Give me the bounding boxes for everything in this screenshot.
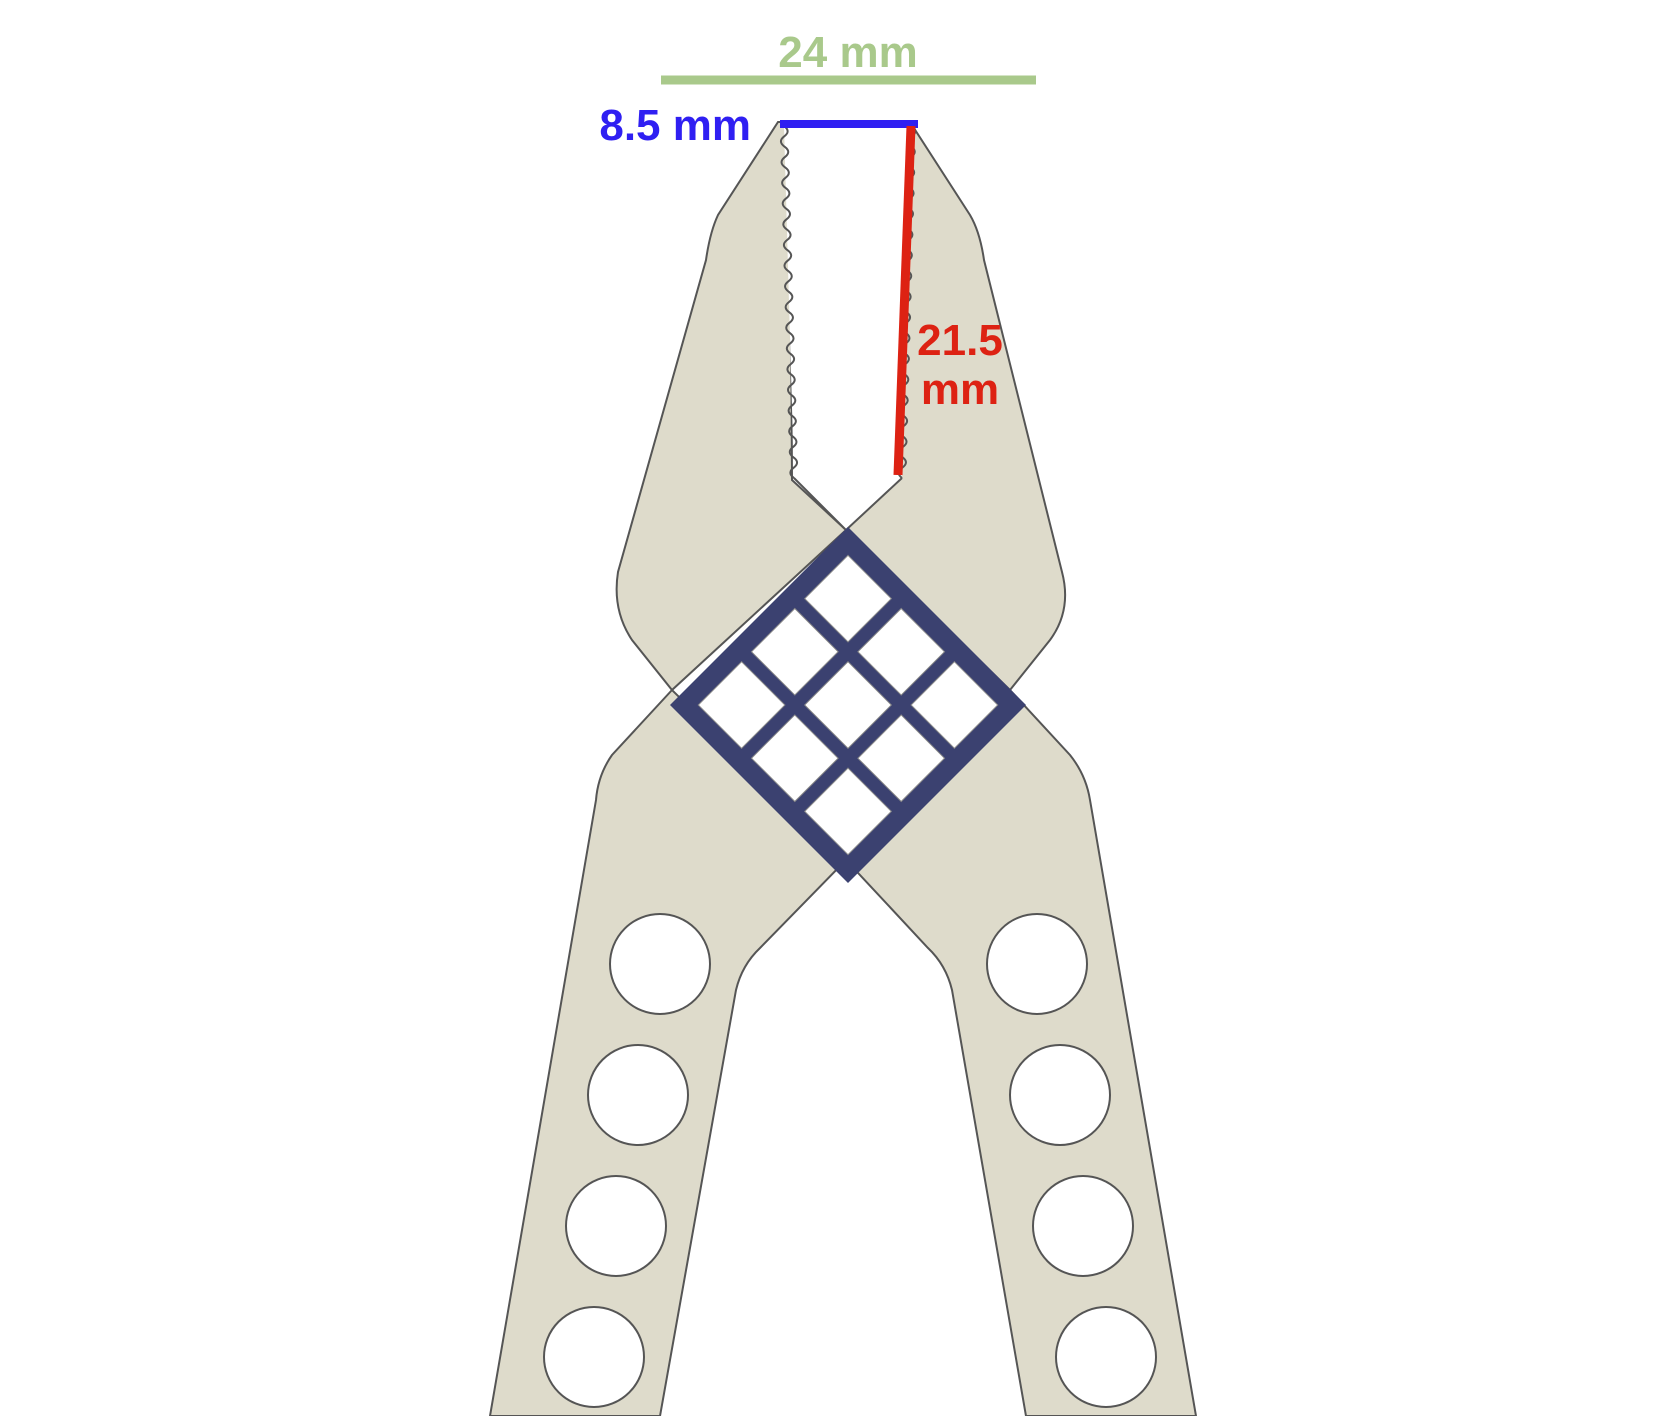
handle-hole <box>1055 1306 1157 1408</box>
pliers <box>488 121 1198 1416</box>
hinge-cell <box>697 660 786 750</box>
hinge-cell <box>750 607 839 696</box>
hinge-cell <box>803 554 893 643</box>
overall-width-label: 24 mm <box>778 28 917 77</box>
dimension-jaw-length: 21.5 mm <box>893 125 1003 476</box>
serrated-edge-left <box>779 125 799 479</box>
hinge-cell <box>857 714 946 803</box>
handle-hole <box>565 1175 667 1277</box>
hinge-cell <box>750 714 839 803</box>
tip-width-label: 8.5 mm <box>599 101 751 150</box>
handle-hole <box>1009 1044 1111 1146</box>
jaw-length-line <box>893 125 916 476</box>
hinge-cell <box>910 660 999 750</box>
dimension-overall-width: 24 mm <box>661 28 1036 85</box>
hinge-grid <box>670 527 1026 883</box>
handle-hole <box>587 1044 689 1146</box>
hinge-cell <box>803 660 893 750</box>
handle-holes-left <box>543 913 711 1408</box>
handle-hole <box>1032 1175 1134 1277</box>
handle-hole <box>609 913 711 1015</box>
handle-holes-right <box>986 913 1157 1408</box>
dimension-tip-width: 8.5 mm <box>599 101 918 150</box>
hinge-cell <box>803 767 893 856</box>
jaw-gap <box>784 126 912 530</box>
jaw-length-label-value: 21.5 <box>917 316 1003 365</box>
hinge-cell <box>857 607 946 696</box>
handle-hole <box>986 913 1088 1015</box>
handle-hole <box>543 1306 645 1408</box>
jaw-length-label-unit: mm <box>921 365 999 414</box>
